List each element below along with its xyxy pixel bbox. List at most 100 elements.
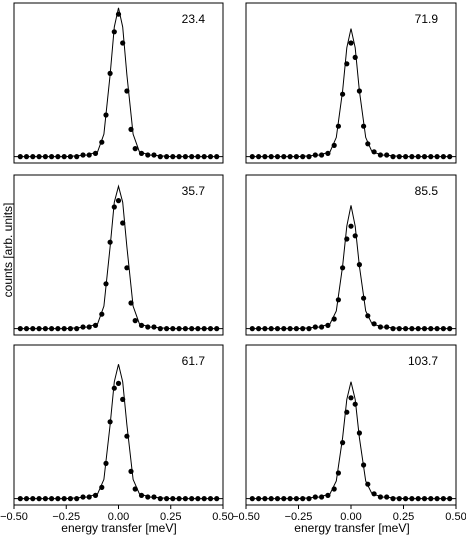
panel-middle-right-point-32 xyxy=(434,326,440,332)
panel-middle-left-point-8 xyxy=(67,326,73,332)
panel-top-left-point-15 xyxy=(107,70,113,76)
panel-bottom-left-point-30 xyxy=(189,496,195,502)
panel-middle-left-point-2 xyxy=(30,326,36,332)
panel-middle-left-point-30 xyxy=(189,326,195,332)
panel-middle-left-point-28 xyxy=(176,326,182,332)
panel-top-left-point-17 xyxy=(115,11,122,17)
panel-top-left-point-12 xyxy=(92,150,99,156)
panel-middle-left-point-13 xyxy=(99,311,105,317)
panel-top-left-point-30 xyxy=(189,154,195,160)
panel-middle-right-point-21 xyxy=(365,313,371,319)
panel-top-left-point-21 xyxy=(132,146,138,152)
panel-top-right-point-1 xyxy=(256,154,262,160)
panel-middle-right-point-4 xyxy=(274,326,281,332)
panel-top-left-point-16 xyxy=(111,29,117,35)
panel-bottom-left-label: 61.7 xyxy=(182,354,206,368)
panel-middle-right-frame xyxy=(245,174,457,336)
panel-top-right-point-30 xyxy=(421,154,428,160)
panel-bottom-right-point-31 xyxy=(428,496,434,502)
x-axis-right: −0.50 −0.25 0.00 0.25 0.50 xyxy=(232,505,466,523)
x-axis-title-left: energy transfer [meV] xyxy=(61,521,176,535)
panel-top-left-fit-line xyxy=(14,7,223,158)
panel-bottom-left-point-20 xyxy=(128,468,134,474)
panel-middle-left-point-7 xyxy=(61,326,67,332)
panel-middle-left-point-0 xyxy=(17,326,23,332)
panel-bottom-left-point-4 xyxy=(42,496,49,502)
panel-top-right-point-6 xyxy=(287,154,293,160)
panel-top-left-point-33 xyxy=(207,154,214,160)
x-tick-label-left-0: −0.50 xyxy=(0,511,28,523)
panel-bottom-left-point-15 xyxy=(107,419,113,425)
panel-bottom-left-point-6 xyxy=(55,496,61,502)
panel-middle-left-label: 35.7 xyxy=(182,184,206,198)
panel-top-left-point-4 xyxy=(42,154,49,160)
panel-bottom-right-point-13 xyxy=(331,486,337,492)
panel-middle-left-point-19 xyxy=(124,265,130,271)
panel-middle-left-frame xyxy=(13,174,224,336)
panel-top-left-point-14 xyxy=(103,112,109,118)
panel-bottom-left-point-16 xyxy=(111,385,117,391)
panel-middle-right-point-20 xyxy=(361,295,367,301)
panel-top-right-point-27 xyxy=(403,154,409,160)
panel-bottom-left-point-2 xyxy=(30,496,36,502)
panel-middle-left-point-14 xyxy=(103,281,109,287)
panel-top-right-point-3 xyxy=(268,154,274,160)
panel-bottom-right-point-20 xyxy=(361,462,367,468)
panel-middle-right-point-3 xyxy=(268,326,274,332)
panel-top-left-point-3 xyxy=(36,154,42,160)
panel-bottom-right-point-4 xyxy=(274,496,281,502)
panel-top-right: 71.9 xyxy=(245,2,457,164)
panel-middle-left-point-20 xyxy=(128,300,134,306)
panel-bottom-right-frame xyxy=(245,344,457,506)
panel-middle-left-point-17 xyxy=(115,198,122,204)
panel-bottom-left-point-29 xyxy=(182,496,188,502)
panel-top-left-point-27 xyxy=(170,154,176,160)
panel-top-right-point-11 xyxy=(319,152,325,158)
panel-top-left-point-9 xyxy=(74,154,80,160)
panel-bottom-right-point-10 xyxy=(312,494,318,500)
panel-middle-left-point-4 xyxy=(42,326,49,332)
panel-top-right-point-22 xyxy=(371,149,377,155)
panel-middle-right-point-30 xyxy=(421,326,428,332)
panel-top-right-point-25 xyxy=(390,154,396,160)
panel-top-left-frame xyxy=(13,2,224,164)
panel-bottom-right-point-22 xyxy=(371,491,377,497)
panel-bottom-right-point-19 xyxy=(356,430,362,436)
panel-middle-left-point-24 xyxy=(151,324,157,330)
panel-bottom-right-point-0 xyxy=(249,496,255,502)
panel-bottom-right-point-1 xyxy=(256,496,262,502)
panel-top-left-point-13 xyxy=(99,139,105,145)
panel-bottom-right-point-27 xyxy=(403,496,409,502)
panel-top-left-point-2 xyxy=(30,154,36,160)
panel-middle-left-fit-line xyxy=(14,184,223,330)
panel-top-right-point-23 xyxy=(377,152,383,158)
panel-bottom-left-point-5 xyxy=(49,496,55,502)
panel-bottom-right-point-26 xyxy=(396,496,402,502)
panel-middle-right-point-18 xyxy=(352,233,358,239)
panel-middle-right: 85.5 xyxy=(245,174,457,336)
panel-top-right-fit-line xyxy=(246,28,456,158)
panel-middle-left-point-29 xyxy=(182,326,188,332)
panel-top-left-point-5 xyxy=(49,154,55,160)
panel-top-right-point-8 xyxy=(300,154,306,160)
panel-top-left-point-0 xyxy=(17,154,23,160)
panel-middle-left-point-1 xyxy=(23,326,30,332)
panel-middle-right-point-33 xyxy=(440,326,446,332)
panel-bottom-left-point-1 xyxy=(23,496,30,502)
panel-bottom-right-point-8 xyxy=(300,496,306,502)
panel-middle-right-point-0 xyxy=(249,326,255,332)
panel-top-right-point-28 xyxy=(409,154,415,160)
panel-top-left-point-29 xyxy=(182,154,188,160)
panel-middle-right-point-31 xyxy=(428,326,434,332)
panel-middle-right-point-5 xyxy=(281,326,287,332)
panel-bottom-right-point-11 xyxy=(319,494,325,500)
panel-top-right-point-9 xyxy=(306,154,312,160)
panel-bottom-left-point-22 xyxy=(138,492,145,498)
panel-middle-right-point-1 xyxy=(256,326,262,332)
panel-bottom-left-point-28 xyxy=(176,496,182,502)
panel-top-right-point-10 xyxy=(312,152,318,158)
panel-top-right-point-0 xyxy=(249,154,255,160)
panel-middle-right-point-23 xyxy=(377,324,383,330)
panel-top-left-point-11 xyxy=(86,152,92,158)
